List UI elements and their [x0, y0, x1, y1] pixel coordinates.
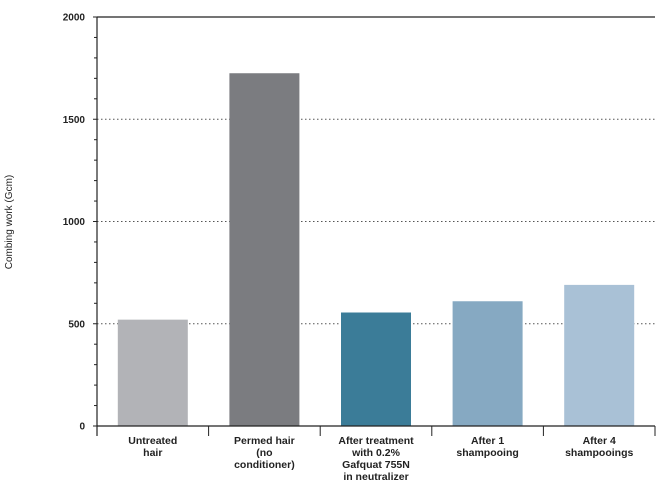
- bars: [117, 73, 635, 427]
- bar: [229, 73, 300, 427]
- y-tick-label: 0: [79, 422, 85, 433]
- bar: [452, 301, 523, 426]
- category-label: After treatment with 0.2% Gafquat 755N in n…: [338, 435, 414, 483]
- category-labels: Untreated hair Permed hair (no conditioner) A…: [128, 435, 633, 483]
- category-label: Untreated hair: [128, 435, 177, 459]
- bar: [564, 284, 635, 426]
- category-label: After 4 shampooings: [565, 435, 633, 459]
- bar: [341, 312, 411, 426]
- category-label: After 1 shampooing: [456, 435, 518, 459]
- axes: [93, 16, 656, 436]
- bar: [117, 319, 188, 426]
- y-tick-labels: 0 500 1000 1500 2000: [63, 13, 86, 433]
- gridlines: [97, 118, 655, 325]
- y-axis-title: Combing work (Gcm): [4, 175, 15, 269]
- y-tick-label: 1500: [63, 115, 86, 126]
- y-tick-label: 500: [68, 319, 85, 330]
- category-label: Permed hair (no conditioner): [234, 435, 295, 471]
- y-tick-label: 1000: [63, 217, 86, 228]
- y-tick-label: 2000: [63, 13, 86, 24]
